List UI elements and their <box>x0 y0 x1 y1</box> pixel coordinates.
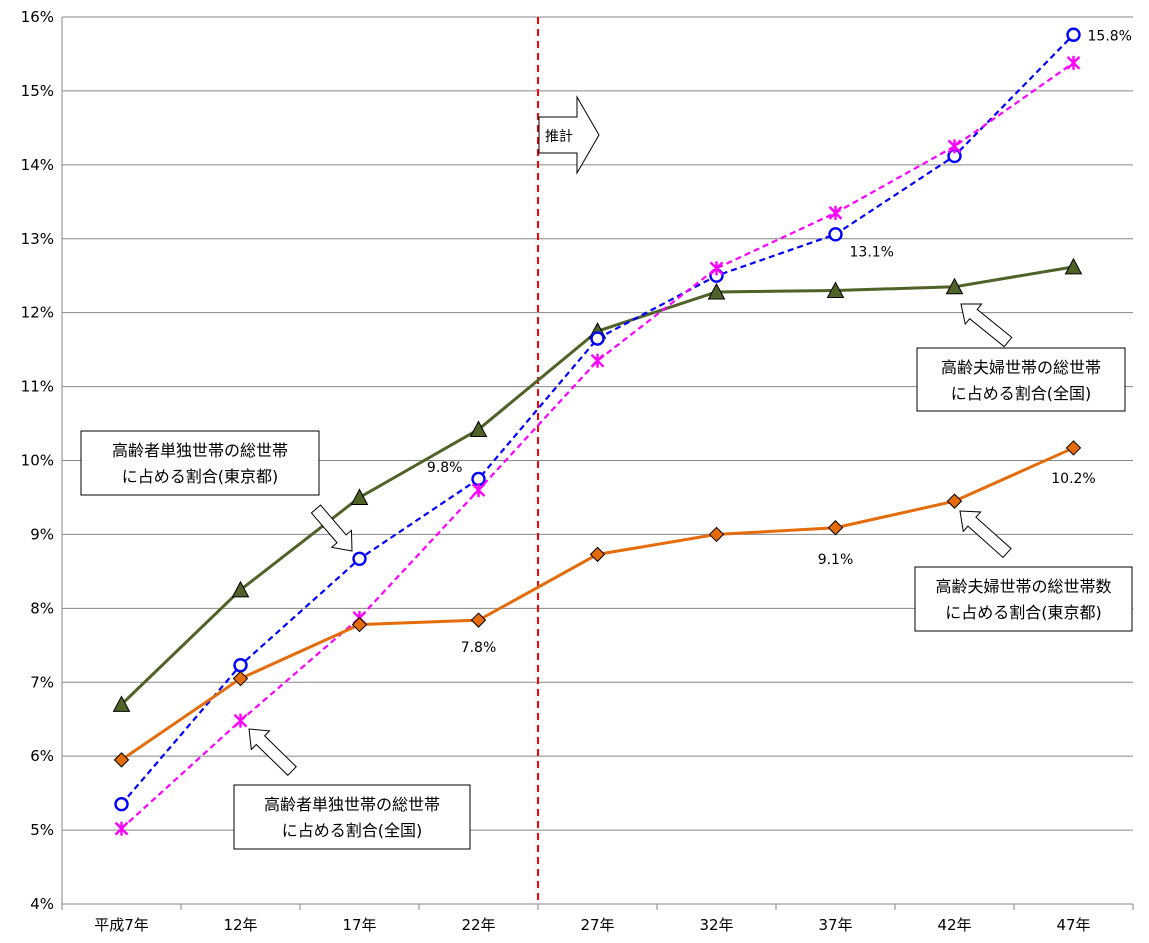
data-point-couple_national <box>350 488 369 505</box>
series-line-single_national <box>120 61 1075 830</box>
data-label: 10.2% <box>1051 471 1095 487</box>
series-line-single_tokyo <box>120 33 1075 805</box>
callout-text: に占める割合(東京都) <box>945 603 1102 622</box>
callout-box-frame <box>233 784 471 850</box>
series-couple_tokyo <box>113 440 1082 768</box>
data-point-couple_national <box>231 580 250 598</box>
x-tick-label: 32年 <box>699 916 733 934</box>
data-point-single_national <box>590 353 605 368</box>
data-point-single_national <box>114 821 129 836</box>
callout-arrow <box>959 510 1012 559</box>
callout-text: に占める割合(全国) <box>951 384 1092 403</box>
data-point-couple_national <box>469 420 488 437</box>
x-tick-label: 47年 <box>1056 916 1090 934</box>
data-point-single_national <box>709 261 724 276</box>
data-point-single_national <box>1066 55 1081 70</box>
data-point-couple_national <box>707 282 726 300</box>
y-tick-label: 13% <box>21 230 54 248</box>
data-point-couple_tokyo <box>113 752 130 768</box>
data-point-couple_national <box>112 695 131 712</box>
callout-text: に占める割合(東京都) <box>122 467 279 486</box>
y-tick-label: 4% <box>30 895 54 913</box>
callout-box-frame <box>80 430 320 496</box>
data-point-single_tokyo <box>114 797 129 812</box>
x-tick-label: 42年 <box>937 916 971 934</box>
y-tick-label: 14% <box>21 156 54 174</box>
callout-text: に占める割合(全国) <box>282 821 423 840</box>
x-tick-label: 22年 <box>461 916 495 934</box>
data-point-couple_tokyo <box>708 526 725 543</box>
data-point-single_national <box>828 205 843 220</box>
y-axis: 4% 5% 6% 7% 8% 9% 10% 11% 12% 13% 14% 15% 16% <box>21 8 63 913</box>
data-label: 9.1% <box>818 552 854 568</box>
y-tick-label: 6% <box>30 747 54 765</box>
data-label: 15.8% <box>1088 29 1132 45</box>
series-single_tokyo <box>114 27 1081 812</box>
data-point-couple_tokyo <box>589 546 606 563</box>
data-labels: 15.8% 13.1% 9.8% 7.8% 9.1% 10.2% <box>427 29 1132 656</box>
data-point-single_tokyo <box>828 227 843 242</box>
callout-arrow <box>310 504 353 552</box>
gridlines <box>62 16 1133 905</box>
data-label: 13.1% <box>850 244 894 260</box>
projection-arrow <box>538 95 600 175</box>
data-point-couple_tokyo <box>232 670 249 687</box>
data-point-couple_tokyo <box>470 612 487 628</box>
callout-arrow <box>960 303 1013 348</box>
data-point-single_national <box>471 483 486 498</box>
data-point-single_national <box>947 139 962 154</box>
data-point-couple_tokyo <box>1065 440 1082 456</box>
x-tick-label: 平成7年 <box>94 916 149 934</box>
y-tick-label: 10% <box>21 452 54 470</box>
data-point-single_tokyo <box>590 331 605 346</box>
x-tick-label: 27年 <box>580 916 614 934</box>
callout-text: 高齢夫婦世帯の総世帯 <box>941 358 1101 377</box>
callout-text: 高齢者単独世帯の総世帯 <box>112 441 288 460</box>
data-point-single_national <box>233 713 248 728</box>
y-tick-label: 5% <box>30 821 54 839</box>
data-point-single_tokyo <box>233 658 248 673</box>
data-point-couple_tokyo <box>827 520 844 536</box>
callout-box-frame <box>914 566 1133 632</box>
x-axis: 平成7年 12年 17年 22年 27年 32年 37年 42年 47年 <box>61 903 1134 934</box>
callouts: 高齢者単独世帯の総世帯に占める割合(東京都)高齢者単独世帯の総世帯に占める割合(… <box>80 303 1133 850</box>
data-label: 7.8% <box>461 640 497 656</box>
data-point-single_tokyo <box>352 551 367 567</box>
callout-arrow <box>248 728 297 776</box>
x-tick-label: 37年 <box>818 916 852 934</box>
data-point-couple_national <box>826 281 845 298</box>
x-tick-label: 17年 <box>342 916 376 934</box>
y-tick-label: 11% <box>21 378 54 396</box>
y-tick-label: 16% <box>21 8 54 26</box>
data-point-single_tokyo <box>1066 27 1081 42</box>
data-point-couple_tokyo <box>351 616 368 633</box>
callout-text: 高齢夫婦世帯の総世帯数 <box>935 577 1111 596</box>
y-tick-label: 8% <box>30 599 54 617</box>
data-label: 9.8% <box>427 460 463 476</box>
x-tick-label: 12年 <box>223 916 257 934</box>
y-tick-label: 12% <box>21 304 54 322</box>
y-tick-label: 7% <box>30 673 54 691</box>
projection-label: 推計 <box>545 129 573 145</box>
callout-text: 高齢者単独世帯の総世帯 <box>264 795 440 814</box>
callout-box-frame <box>916 347 1126 412</box>
data-point-couple_national <box>945 277 964 295</box>
series-group <box>112 27 1083 836</box>
y-tick-label: 15% <box>21 82 54 100</box>
data-point-couple_national <box>1064 257 1083 275</box>
projection-divider: 推計 <box>537 17 600 904</box>
data-point-couple_tokyo <box>946 493 963 509</box>
y-tick-label: 9% <box>30 525 54 543</box>
